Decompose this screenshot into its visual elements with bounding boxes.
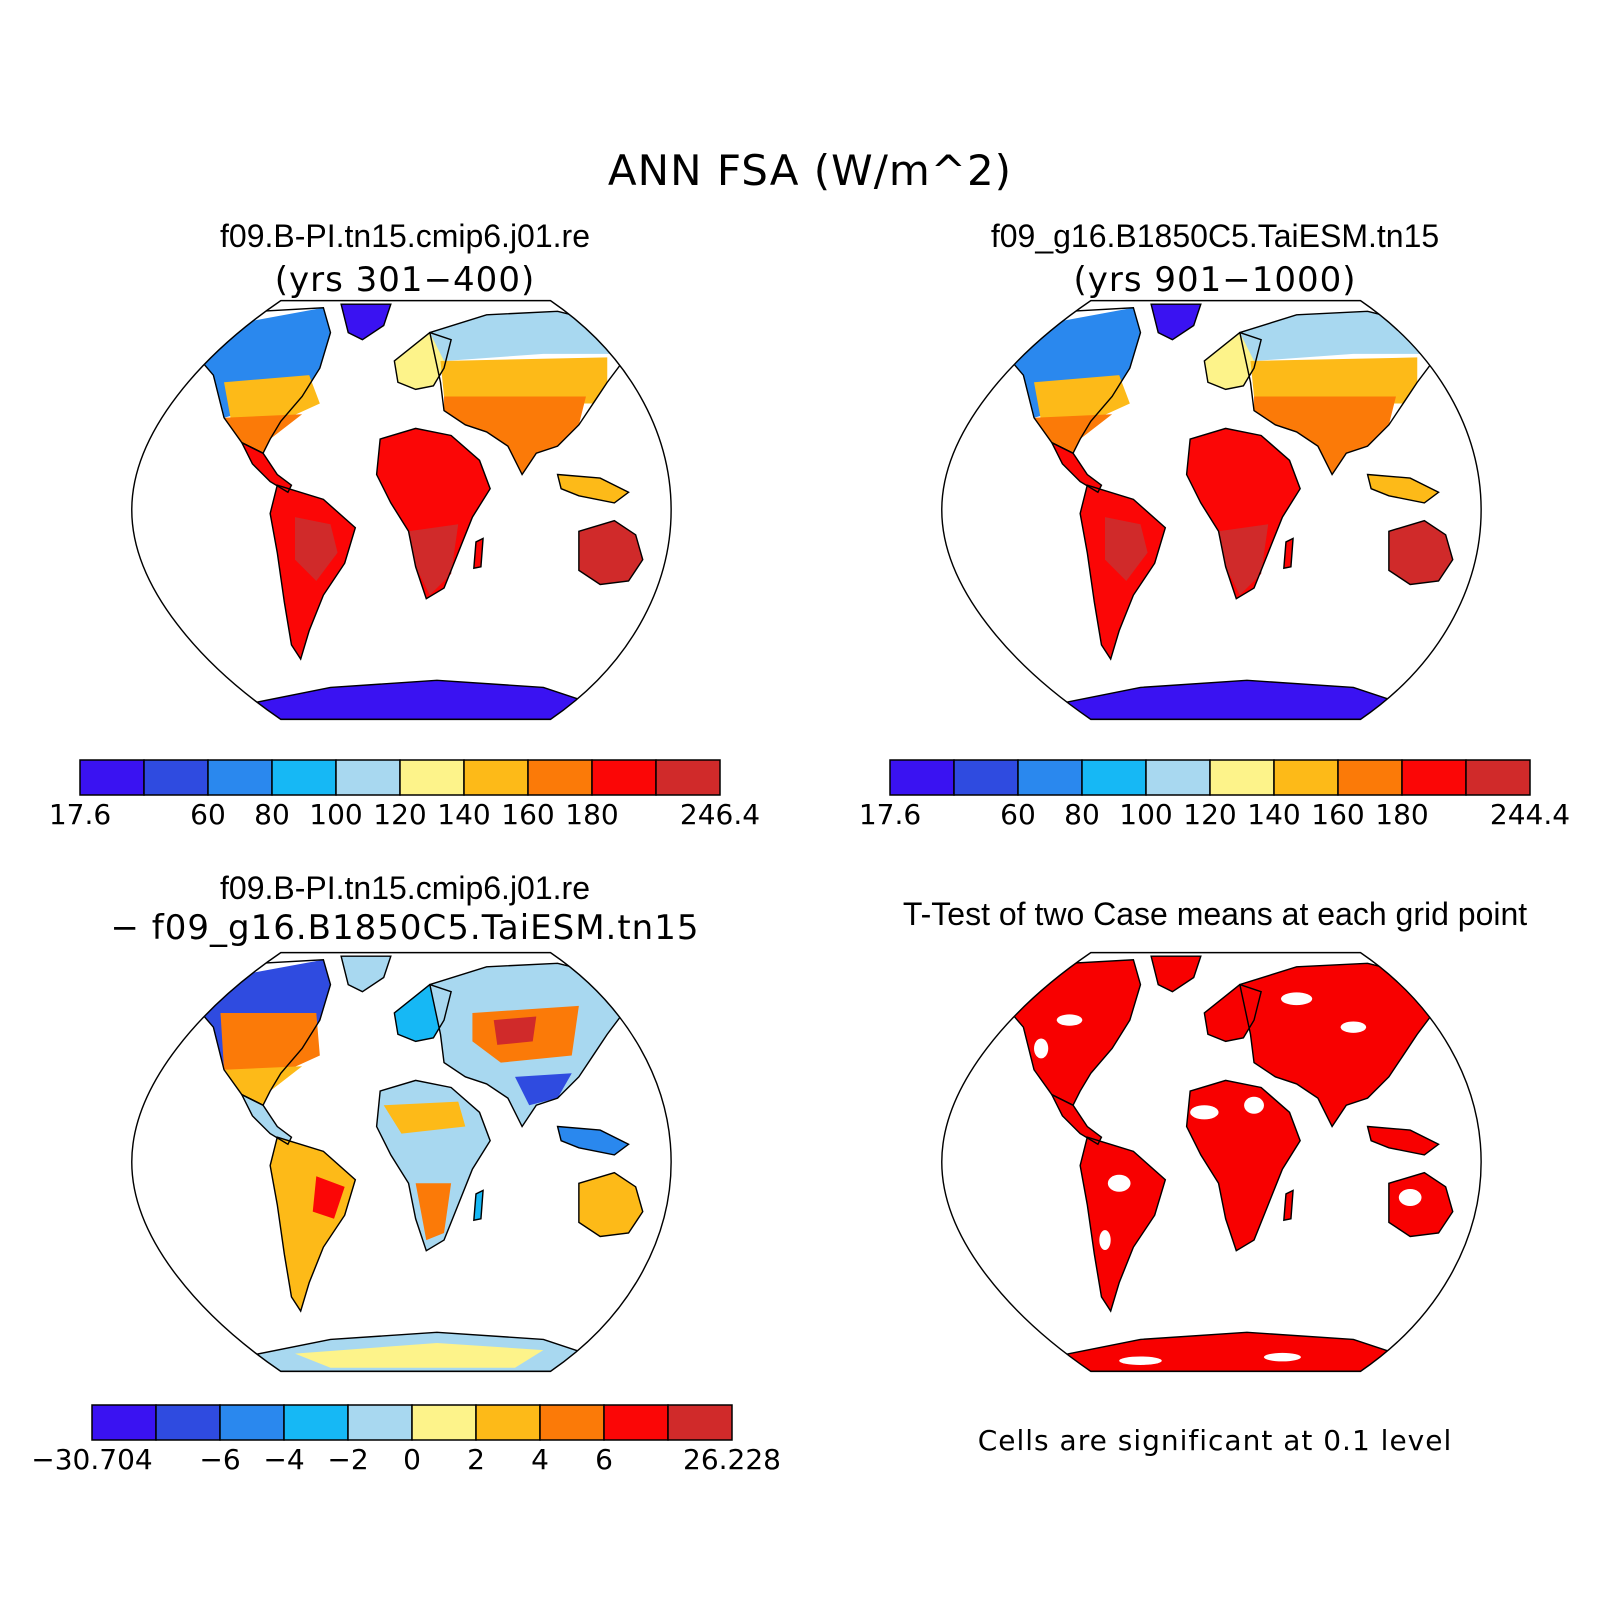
panel-diff-subtitle: − f09_g16.B1850C5.TaiESM.tn15	[110, 908, 700, 948]
colorbar-swatch	[1337, 759, 1403, 796]
colorbar-tick-label: 100	[309, 798, 362, 831]
map-case2	[941, 299, 1482, 721]
map-case1-border	[131, 299, 672, 721]
colorbar-tick-label: 120	[373, 798, 426, 831]
colorbar-tick-label: −2	[327, 1443, 368, 1476]
colorbar-swatch	[283, 1404, 349, 1441]
colorbar-tick-label: 180	[1375, 798, 1428, 831]
colorbar-swatch	[271, 759, 337, 796]
colorbar-swatch	[1145, 759, 1211, 796]
colorbar-swatch	[399, 759, 465, 796]
colorbar-tick-label: 246.4	[680, 798, 760, 831]
colorbar-tick-label: 17.6	[859, 798, 921, 831]
colorbar-tick-label: 6	[595, 1443, 613, 1476]
colorbar-tick-label: 120	[1183, 798, 1236, 831]
insignificant-cells	[1034, 992, 1422, 1365]
colorbar-swatch	[1209, 759, 1275, 796]
panel-ttest-title: T-Test of two Case means at each grid po…	[902, 896, 1528, 932]
colorbar-case2: 17.6 60 80 100 120 140 160 180 244.4	[859, 759, 1570, 831]
colorbar-swatch	[475, 1404, 541, 1441]
colorbar-tick-label: 17.6	[49, 798, 111, 831]
colorbar-swatch	[1465, 759, 1531, 796]
colorbar-swatch	[1401, 759, 1467, 796]
map-ttest-border	[941, 951, 1482, 1373]
colorbar-tick-label: 140	[1247, 798, 1300, 831]
map-diff	[131, 951, 672, 1373]
colorbar-swatch	[1017, 759, 1083, 796]
colorbar-tick-label: −4	[263, 1443, 304, 1476]
colorbar-tick-label: −30.704	[31, 1443, 152, 1476]
colorbar-tick-label: 244.4	[1490, 798, 1570, 831]
colorbar-swatch	[953, 759, 1019, 796]
colorbar-tick-label: 0	[403, 1443, 421, 1476]
colorbar-swatch	[1273, 759, 1339, 796]
map-case2-border	[941, 299, 1482, 721]
colorbar-tick-label: 60	[1000, 798, 1036, 831]
colorbar-swatch	[539, 1404, 605, 1441]
panel-case1-subtitle: (yrs 301−400)	[274, 260, 536, 300]
colorbar-swatch	[655, 759, 721, 796]
land-fill-diff	[188, 956, 643, 1372]
colorbar-tick-label: 100	[1119, 798, 1172, 831]
colorbar-tick-label: 80	[254, 798, 290, 831]
colorbar-swatch	[347, 1404, 413, 1441]
colorbar-tick-label: 26.228	[683, 1443, 781, 1476]
colorbar-tick-label: 180	[565, 798, 618, 831]
colorbar-swatch	[155, 1404, 221, 1441]
colorbar-swatch	[1081, 759, 1147, 796]
colorbar-swatch	[207, 759, 273, 796]
map-diff-border	[131, 951, 672, 1373]
colorbar-swatch	[463, 759, 529, 796]
colorbar-swatch	[91, 1404, 157, 1441]
colorbar-tick-label: 140	[437, 798, 490, 831]
panel-case2-subtitle: (yrs 901−1000)	[1073, 260, 1357, 300]
colorbar-tick-label: 4	[531, 1443, 549, 1476]
colorbar-swatch	[143, 759, 209, 796]
map-ttest	[941, 951, 1482, 1373]
colorbar-tick-label: 160	[1311, 798, 1364, 831]
panel-case2-title: f09_g16.B1850C5.TaiESM.tn15	[990, 218, 1440, 254]
colorbar-tick-label: −6	[199, 1443, 240, 1476]
colorbar-swatch	[335, 759, 401, 796]
colorbar-swatch	[591, 759, 657, 796]
colorbar-tick-label: 60	[190, 798, 226, 831]
colorbar-tick-label: 80	[1064, 798, 1100, 831]
colorbar-swatch	[79, 759, 145, 796]
colorbar-tick-label: 160	[501, 798, 554, 831]
panel-diff-title: f09.B-PI.tn15.cmip6.j01.re	[220, 870, 590, 906]
colorbar-swatch	[219, 1404, 285, 1441]
panel-case1-title: f09.B-PI.tn15.cmip6.j01.re	[220, 218, 590, 254]
map-case1	[131, 299, 672, 721]
colorbar-swatch	[667, 1404, 733, 1441]
colorbar-swatch	[527, 759, 593, 796]
ttest-significance-note: Cells are significant at 0.1 level	[977, 1424, 1453, 1457]
colorbar-swatch	[411, 1404, 477, 1441]
colorbar-diff: −30.704 −6 −4 −2 0 2 4 6 26.228	[31, 1404, 781, 1476]
colorbar-case1: 17.6 60 80 100 120 140 160 180 246.4	[49, 759, 760, 831]
colorbar-swatch	[603, 1404, 669, 1441]
colorbar-tick-label: 2	[467, 1443, 485, 1476]
colorbar-swatch	[889, 759, 955, 796]
figure-title: ANN FSA (W/m^2)	[607, 146, 1013, 195]
